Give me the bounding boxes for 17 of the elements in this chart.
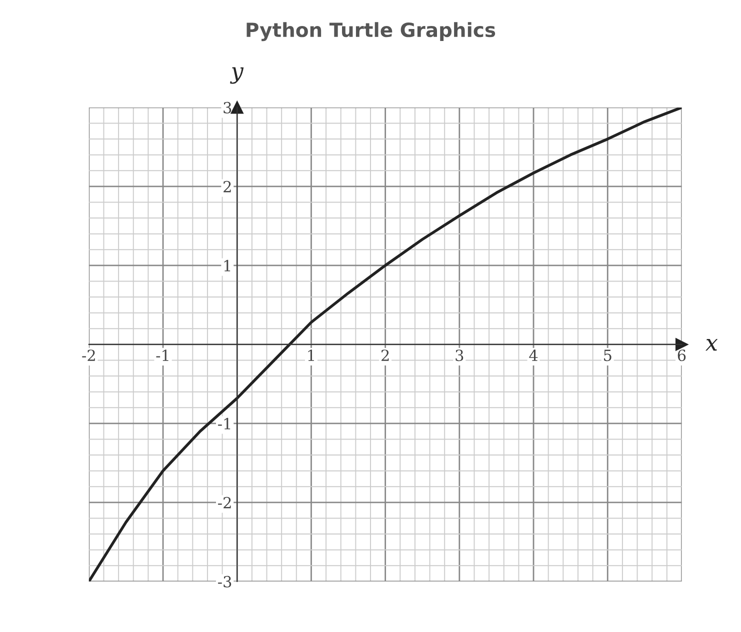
y-tick-label: -2 <box>218 496 231 508</box>
x-tick-label: 1 <box>308 350 314 361</box>
y-tick-label: 1 <box>224 260 230 272</box>
x-tick-label: 6 <box>678 350 686 362</box>
x-tick-label: 3 <box>456 350 464 362</box>
chart-title: Python Turtle Graphics <box>246 22 496 42</box>
x-axis-title: x <box>706 339 718 351</box>
y-tick-label: -1 <box>218 418 230 430</box>
x-tick-label: -1 <box>156 350 168 361</box>
y-axis-title: y <box>230 67 244 84</box>
x-tick-label: 5 <box>604 350 612 362</box>
x-tick-label: 4 <box>529 350 538 361</box>
y-tick-label: 3 <box>224 102 232 114</box>
x-tick-label: 2 <box>381 350 389 361</box>
y-tick-label: -3 <box>218 576 232 588</box>
x-tick-label: -2 <box>82 350 95 361</box>
y-tick-label: 2 <box>224 180 231 192</box>
